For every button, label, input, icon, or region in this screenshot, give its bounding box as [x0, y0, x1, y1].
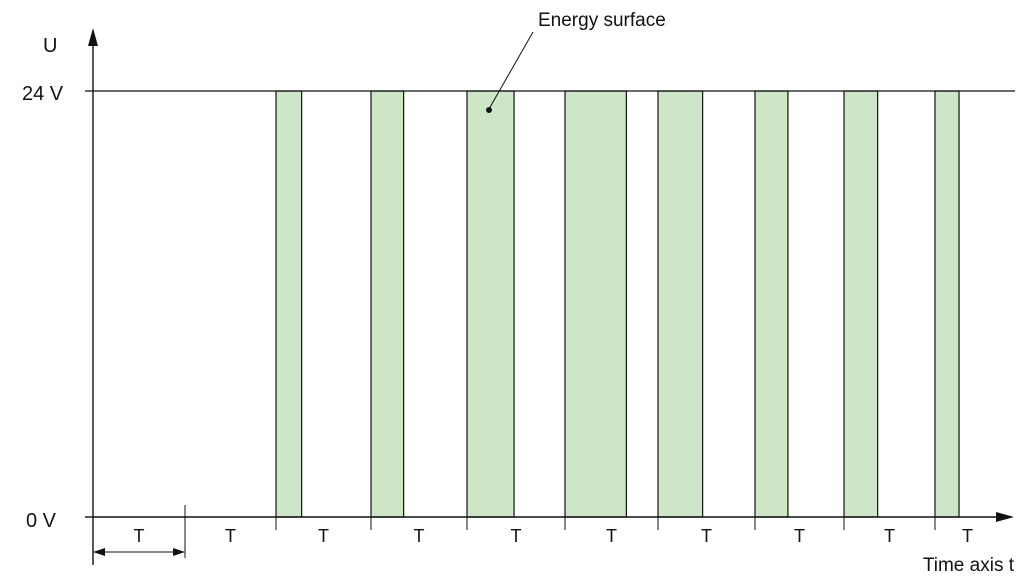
- period-dimension-left-arrow-icon: [93, 548, 105, 556]
- period-label: T: [134, 526, 145, 546]
- energy-pulse: [934, 90, 960, 518]
- label-layer: U 24 V 0 V Energy surface Time axis t T T…: [22, 10, 1015, 576]
- period-label: T: [318, 526, 329, 546]
- pulse-layer: [275, 90, 960, 518]
- energy-pulse: [466, 90, 515, 518]
- energy-pulse: [564, 90, 627, 518]
- y-level-low-label: 0 V: [26, 510, 57, 532]
- period-label: T: [414, 526, 425, 546]
- period-label: T: [225, 526, 236, 546]
- energy-pulse: [843, 90, 879, 518]
- energy-pulse: [657, 90, 704, 518]
- x-axis-label: Time axis t: [923, 555, 1015, 576]
- y-axis-arrow-icon: [88, 28, 98, 46]
- energy-pulse: [275, 90, 303, 518]
- y-level-high-label: 24 V: [22, 83, 64, 105]
- axis-layer: [85, 28, 1015, 565]
- energy-pulse: [754, 90, 789, 518]
- period-label: T: [606, 526, 617, 546]
- period-label: T: [701, 526, 712, 546]
- period-label: T: [962, 526, 973, 546]
- period-label: T: [794, 526, 805, 546]
- annotation-leader-line: [488, 31, 534, 110]
- period-label: T: [511, 526, 522, 546]
- annotation-label: Energy surface: [538, 10, 666, 31]
- tick-layer: [184, 505, 936, 530]
- x-axis-arrow-icon: [996, 512, 1014, 522]
- annotation-leader-dot: [486, 107, 492, 113]
- period-dimension-right-arrow-icon: [173, 548, 185, 556]
- energy-pulse: [370, 90, 405, 518]
- y-axis-label: U: [43, 35, 57, 57]
- period-label: T: [884, 526, 895, 546]
